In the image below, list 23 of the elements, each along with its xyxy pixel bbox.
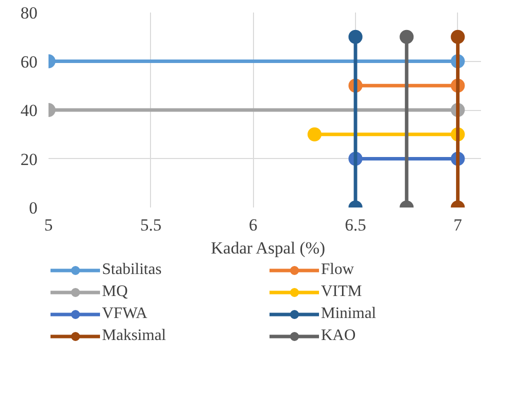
legend-label: VFWA xyxy=(102,305,148,323)
point xyxy=(450,30,465,44)
legend-label: VITM xyxy=(321,283,363,301)
y-tick-label: 60 xyxy=(20,52,38,72)
legend-label: KAO xyxy=(321,327,357,345)
legend-label: Minimal xyxy=(321,305,378,323)
y-tick-label: 0 xyxy=(29,198,38,218)
x-tick-label: 5.5 xyxy=(140,216,162,234)
x-tick-label: 5 xyxy=(44,216,53,234)
x-tick-label: 6.5 xyxy=(344,216,366,234)
y-tick-label: 80 xyxy=(20,4,38,22)
y-tick-label: 20 xyxy=(20,150,38,169)
y-tick-label: 40 xyxy=(20,101,38,120)
legend-label: Stabilitas xyxy=(102,261,163,279)
x-tick-label: 6 xyxy=(248,216,258,234)
point xyxy=(308,127,322,142)
point xyxy=(348,30,362,44)
legend-label: Flow xyxy=(321,261,355,279)
legend-label: Maksimal xyxy=(102,327,167,345)
x-axis-title: Kadar Aspal (%) xyxy=(210,238,326,258)
legend-label: MQ xyxy=(102,283,129,301)
x-tick-label: 7 xyxy=(454,216,463,234)
point xyxy=(400,30,414,44)
